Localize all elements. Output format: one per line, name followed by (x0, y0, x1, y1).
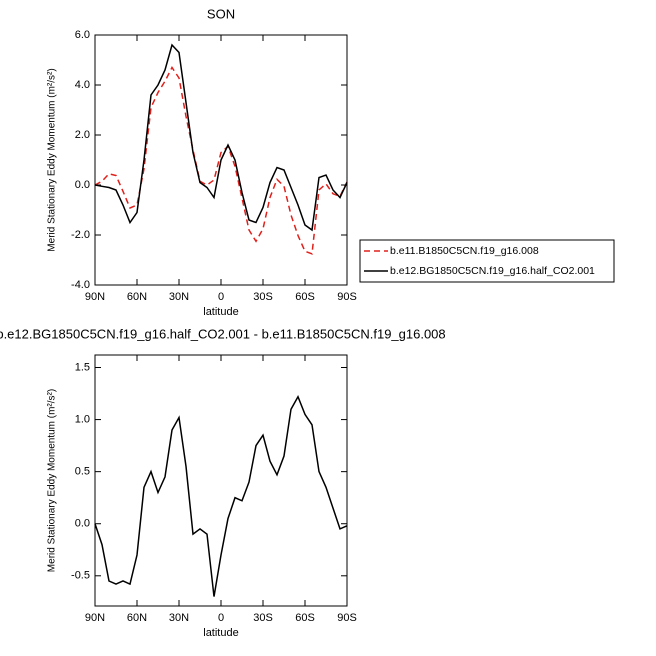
legend-box (359, 239, 615, 283)
y-tick-label: 4.0 (75, 79, 90, 91)
x-tick-label: 0 (218, 612, 224, 624)
x-tick-label: 60N (127, 291, 147, 303)
x-axis-label: latitude (203, 627, 238, 639)
y-tick-label: 2.0 (75, 129, 90, 141)
x-tick-label: 60S (295, 612, 315, 624)
x-tick-label: 90S (337, 291, 357, 303)
x-tick-label: 90S (337, 612, 357, 624)
y-tick-label: -2.0 (71, 229, 90, 241)
legend-label: b.e11.B1850C5CN.f19_g16.008 (390, 245, 539, 257)
legend-label: b.e12.BG1850C5CN.f19_g16.half_CO2.001 (390, 265, 595, 277)
x-tick-label: 30S (253, 291, 273, 303)
x-tick-label: 0 (218, 291, 224, 303)
x-tick-label: 30N (169, 291, 189, 303)
x-tick-label: 90N (85, 291, 105, 303)
y-tick-label: 1.0 (75, 413, 90, 425)
x-tick-label: 60S (295, 291, 315, 303)
data-line (94, 394, 348, 597)
x-axis-label: latitude (203, 306, 238, 318)
y-tick-label: 6.0 (75, 29, 90, 41)
y-tick-label: 1.5 (75, 361, 90, 373)
data-line (94, 43, 348, 232)
data-line (94, 66, 348, 255)
x-tick-label: 30N (169, 612, 189, 624)
plot-frame (94, 354, 348, 607)
x-tick-label: 60N (127, 612, 147, 624)
x-tick-label: 90N (85, 612, 105, 624)
y-tick-label: 0.0 (75, 518, 90, 530)
y-tick-label: 0.5 (75, 466, 90, 478)
y-tick-label: -4.0 (71, 279, 90, 291)
y-axis-label: Merid Stationary Eddy Momentum (m²/s²) (47, 68, 58, 251)
chart-title: b.e12.BG1850C5CN.f19_g16.half_CO2.001 - … (0, 326, 446, 341)
y-tick-label: -0.5 (71, 570, 90, 582)
x-tick-label: 30S (253, 612, 273, 624)
y-axis-label: Merid Stationary Eddy Momentum (m²/s²) (47, 389, 58, 572)
y-tick-label: 0.0 (75, 179, 90, 191)
chart-title: SON (207, 6, 235, 21)
